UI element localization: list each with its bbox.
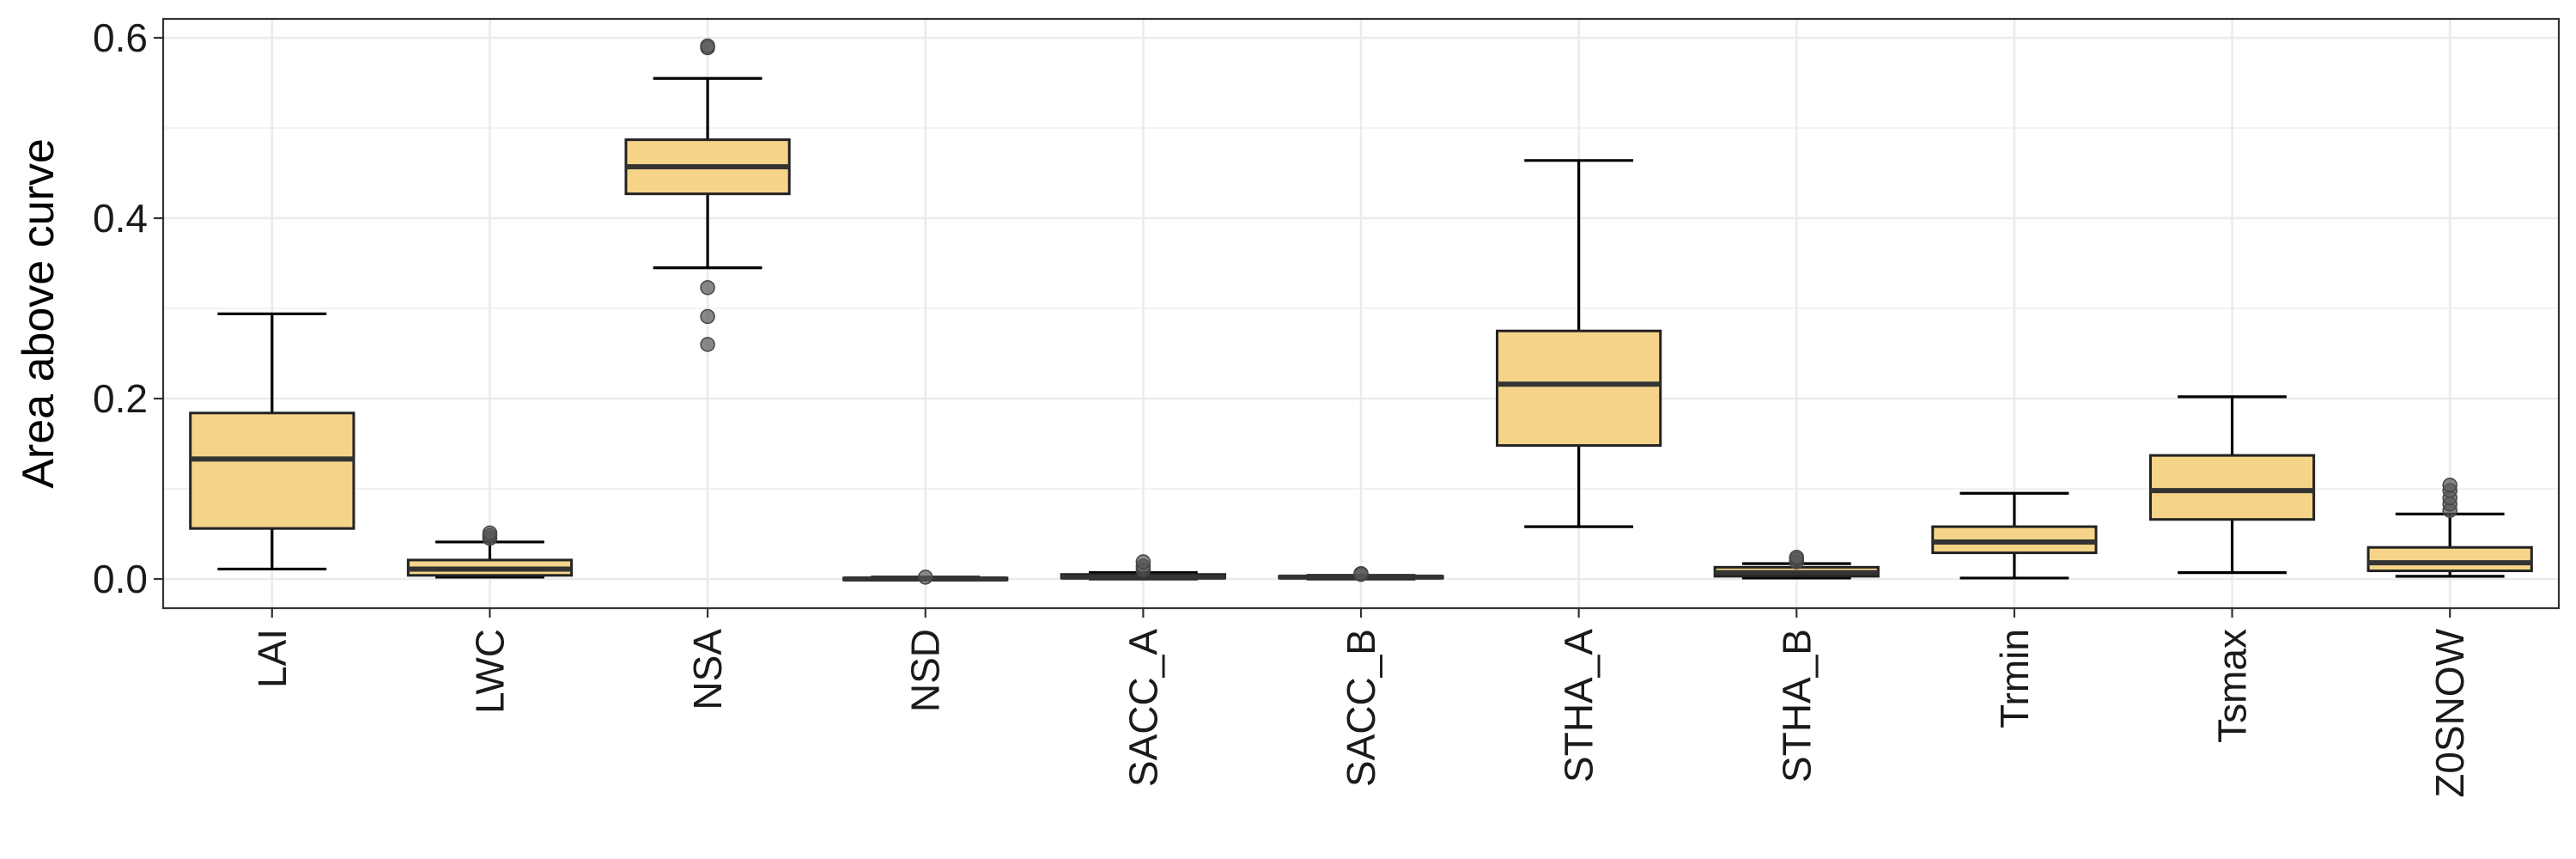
outlier-point bbox=[482, 525, 498, 541]
boxes-layer bbox=[189, 38, 2533, 585]
outlier-point bbox=[700, 280, 715, 295]
iqr-box bbox=[2366, 545, 2533, 573]
box-group-lai bbox=[189, 312, 355, 571]
iqr-box bbox=[189, 411, 355, 530]
y-tick-label: 0.2 bbox=[93, 376, 148, 421]
outlier-point bbox=[917, 570, 933, 585]
box-group-sacc-b bbox=[1278, 565, 1444, 582]
outlier-point bbox=[1789, 550, 1805, 565]
y-axis: 0.0 0.2 0.4 0.6 bbox=[93, 15, 163, 601]
box-group-nsa bbox=[624, 38, 791, 352]
box-group-stha-a bbox=[1496, 159, 1662, 528]
x-tick-label: LAI bbox=[250, 629, 295, 688]
outlier-point bbox=[700, 38, 715, 54]
x-tick-label: LWC bbox=[467, 629, 512, 714]
box-group-trmin bbox=[1931, 491, 2098, 580]
y-tick-label: 0.4 bbox=[93, 196, 148, 241]
x-tick-label: SACC_B bbox=[1339, 629, 1383, 787]
outlier-point bbox=[1353, 565, 1369, 582]
box-group-z0snow bbox=[2366, 478, 2533, 578]
x-tick-label: STHA_B bbox=[1774, 629, 1819, 783]
outlier-point bbox=[700, 337, 715, 352]
box-group-sacc-a bbox=[1060, 554, 1226, 581]
x-axis: LAI LWC NSA NSD SACC_A SACC_B STHA_A STHA_B Trmi… bbox=[250, 608, 2472, 798]
x-tick-label: NSA bbox=[685, 629, 730, 710]
outlier-point bbox=[700, 308, 715, 325]
x-tick-label: SACC_A bbox=[1121, 629, 1165, 787]
y-tick-label: 0.0 bbox=[93, 557, 148, 601]
x-tick-label: Trmin bbox=[1992, 629, 2037, 728]
x-tick-label: Tsmax bbox=[2210, 629, 2255, 743]
outlier-point bbox=[1135, 554, 1151, 570]
x-tick-label: Z0SNOW bbox=[2427, 628, 2472, 797]
x-tick-label: STHA_A bbox=[1557, 629, 1601, 783]
x-tick-label: NSD bbox=[903, 629, 948, 712]
y-axis-title: Area above curve bbox=[14, 138, 64, 489]
iqr-box bbox=[1496, 329, 1662, 448]
iqr-box bbox=[2148, 454, 2316, 521]
y-tick-label: 0.6 bbox=[93, 15, 148, 60]
outlier-point bbox=[2442, 478, 2458, 493]
box-group-nsd bbox=[842, 570, 1009, 585]
box-group-tsmax bbox=[2148, 395, 2316, 575]
box-group-stha-b bbox=[1713, 550, 1880, 580]
box-group-lwc bbox=[406, 525, 574, 579]
